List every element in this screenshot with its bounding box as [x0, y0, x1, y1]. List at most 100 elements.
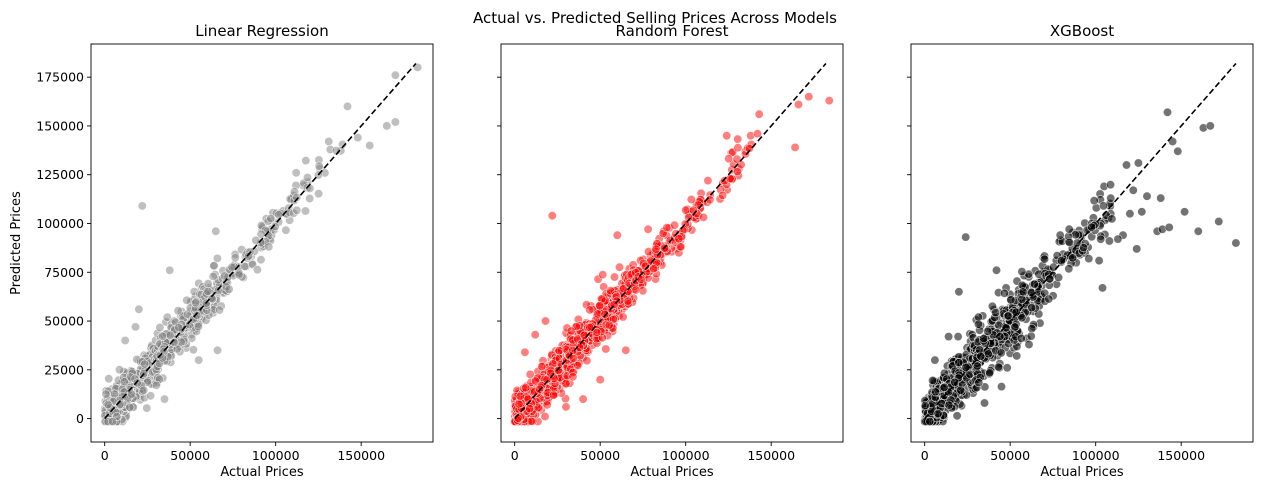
scatter-point [224, 284, 234, 294]
scatter-point [953, 332, 963, 342]
scatter-point [1180, 207, 1190, 217]
scatter-point [582, 356, 592, 366]
scatter-point [314, 189, 324, 199]
scatter-point [944, 332, 954, 342]
scatter-point [1231, 238, 1241, 248]
scatter-point [108, 416, 118, 426]
scatter-point [220, 271, 230, 281]
scatter-point [944, 400, 954, 410]
scatter-point [601, 344, 611, 354]
scatter-point [390, 117, 400, 127]
figure-suptitle: Actual vs. Predicted Selling Prices Acro… [473, 9, 837, 27]
scatter-point [618, 312, 628, 322]
scatter-point [137, 201, 147, 211]
scatter-point [1113, 234, 1123, 244]
scatter-point [212, 253, 222, 263]
y-tick-label: 125000 [36, 167, 84, 182]
scatter-point [573, 361, 583, 371]
scatter-point [991, 265, 1001, 275]
x-axis-label: Actual Prices [1040, 465, 1124, 480]
scatter-point [973, 319, 983, 329]
scatter-point [1137, 207, 1147, 217]
scatter-point [203, 286, 213, 296]
scatter-point [134, 304, 144, 314]
scatter-point [120, 335, 130, 345]
scatter-point [230, 253, 240, 263]
scatter-point [614, 262, 624, 272]
x-axis-label: Actual Prices [220, 465, 304, 480]
scatter-point [939, 382, 949, 392]
scatter-point [1017, 313, 1027, 323]
scatter-point [999, 288, 1009, 298]
scatter-point [604, 320, 614, 330]
y-tick-label: 75000 [44, 265, 84, 280]
y-tick-label: 25000 [44, 362, 84, 377]
scatter-point [961, 232, 971, 242]
scatter-points [100, 62, 423, 426]
scatter-point [125, 402, 135, 412]
scatter-point [1098, 283, 1108, 293]
scatter-point [675, 242, 685, 252]
x-tick-label: 0 [921, 448, 929, 463]
x-tick-label: 150000 [747, 448, 795, 463]
x-tick-label: 100000 [252, 448, 300, 463]
scatter-point [101, 389, 111, 399]
scatter-point [182, 295, 192, 305]
scatter-point [1164, 222, 1174, 232]
scatter-point [165, 330, 175, 340]
scatter-point [568, 372, 578, 382]
panel-1: Linear Regression 0 50000 100000 150000 0 2500… [9, 22, 434, 480]
y-tick-label: 100000 [36, 216, 84, 231]
scatter-point [146, 391, 156, 401]
scatter-point [722, 131, 732, 141]
x-axis-label: Actual Prices [630, 465, 714, 480]
scatter-point [684, 213, 694, 223]
scatter-point [752, 129, 762, 139]
scatter-point [281, 225, 291, 235]
x-tick-label: 50000 [170, 448, 210, 463]
axes-frame [500, 43, 844, 443]
scatter-point [203, 279, 213, 289]
scatter-point [674, 234, 684, 244]
scatter-point [515, 391, 525, 401]
scatter-point [724, 154, 734, 164]
scatter-point [725, 174, 735, 184]
scatter-point [1079, 243, 1089, 253]
scatter-point [804, 92, 814, 102]
scatter-point [718, 190, 728, 200]
scatter-point [353, 133, 363, 143]
scatter-point [530, 330, 540, 340]
scatter-point [561, 379, 571, 389]
scatter-point [151, 380, 161, 390]
y-tick-label: 0 [76, 411, 84, 426]
y-axis-label: Predicted Prices [9, 191, 24, 295]
scatter-point [301, 156, 311, 166]
scatter-point [930, 387, 940, 397]
scatter-point [623, 296, 633, 306]
scatter-point [979, 333, 989, 343]
scatter-point [561, 402, 571, 412]
scatter-point [930, 355, 940, 365]
scatter-point [1214, 217, 1224, 227]
scatter-point [302, 173, 312, 183]
scatter-point [1104, 236, 1114, 246]
scatter-point [208, 271, 218, 281]
scatter-point [688, 205, 698, 215]
scatter-point [240, 261, 250, 271]
scatter-point [365, 141, 375, 151]
scatter-point [188, 345, 198, 355]
scatter-point [119, 377, 129, 387]
scatter-point [956, 385, 966, 395]
scatter-point [954, 287, 964, 297]
scatter-point [621, 345, 631, 355]
scatter-point [291, 168, 301, 178]
scatter-point [305, 194, 315, 204]
scatter-point [669, 220, 679, 230]
scatter-point [227, 262, 237, 272]
scatter-point [270, 222, 280, 232]
x-tick-label: 150000 [337, 448, 385, 463]
scatter-point [131, 322, 141, 332]
scatter-point [1029, 279, 1039, 289]
scatter-point [1003, 311, 1013, 321]
scatter-point [523, 394, 533, 404]
